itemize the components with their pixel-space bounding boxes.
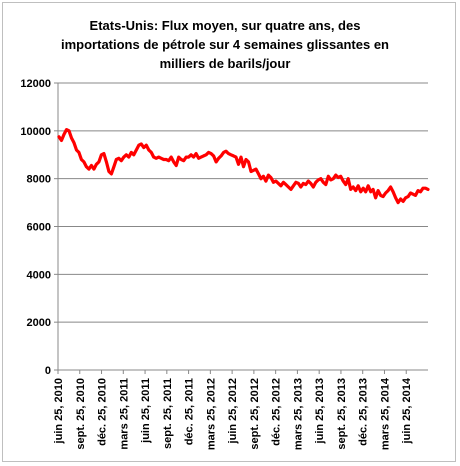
x-tick-label: déc. 25, 2010 [97,378,109,446]
x-tick-label: sept. 25, 2013 [336,378,348,450]
x-tick-label: déc. 25, 2012 [271,378,283,446]
chart-title-line-2: importations de pétrole sur 4 semaines g… [61,37,389,52]
y-tick-label: 10000 [20,126,51,138]
chart-frame [2,2,456,462]
y-tick-label: 6000 [27,222,51,234]
x-tick-label: mars 25, 2014 [379,377,391,450]
x-tick-label: juin 25, 2013 [314,378,326,444]
x-tick-label: mars 25, 2013 [292,378,304,450]
x-tick-label: sept. 25, 2012 [249,378,261,450]
y-tick-label: 2000 [27,317,51,329]
grid-lines [58,82,428,323]
series-line [57,128,430,205]
x-tick-labels: juin 25, 2010 sept. 25, 2010 déc. 25, 2010… [53,377,413,450]
x-tick-label: déc. 25, 2011 [184,378,196,445]
chart-title-line-1: Etats-Unis: Flux moyen, sur quatre ans, … [89,18,361,33]
axes [54,82,428,374]
x-tick-label: mars 25, 2011 [118,378,130,450]
y-tick-label: 8000 [27,174,51,186]
x-tick-label: mars 25, 2012 [205,378,217,450]
x-tick-label: sept. 25, 2011 [162,378,174,449]
series-layer [57,128,430,205]
x-tick-label: déc. 25, 2013 [358,378,370,446]
x-tick-label: sept. 25, 2010 [75,378,87,450]
x-tick-label: juin 25, 2014 [401,377,413,444]
y-tick-label: 0 [45,365,51,377]
x-tick-label: juin 25, 2010 [53,378,65,444]
y-tick-labels: 0 2000 4000 6000 8000 10000 12000 [20,78,51,377]
y-tick-label: 4000 [27,269,51,281]
x-tick-label: juin 25, 2011 [140,378,152,444]
y-tick-label: 12000 [20,78,51,90]
chart-title: Etats-Unis: Flux moyen, sur quatre ans, … [20,16,430,73]
x-tick-label: juin 25, 2012 [227,378,239,444]
chart-title-line-3: milliers de barils/jour [159,56,291,71]
